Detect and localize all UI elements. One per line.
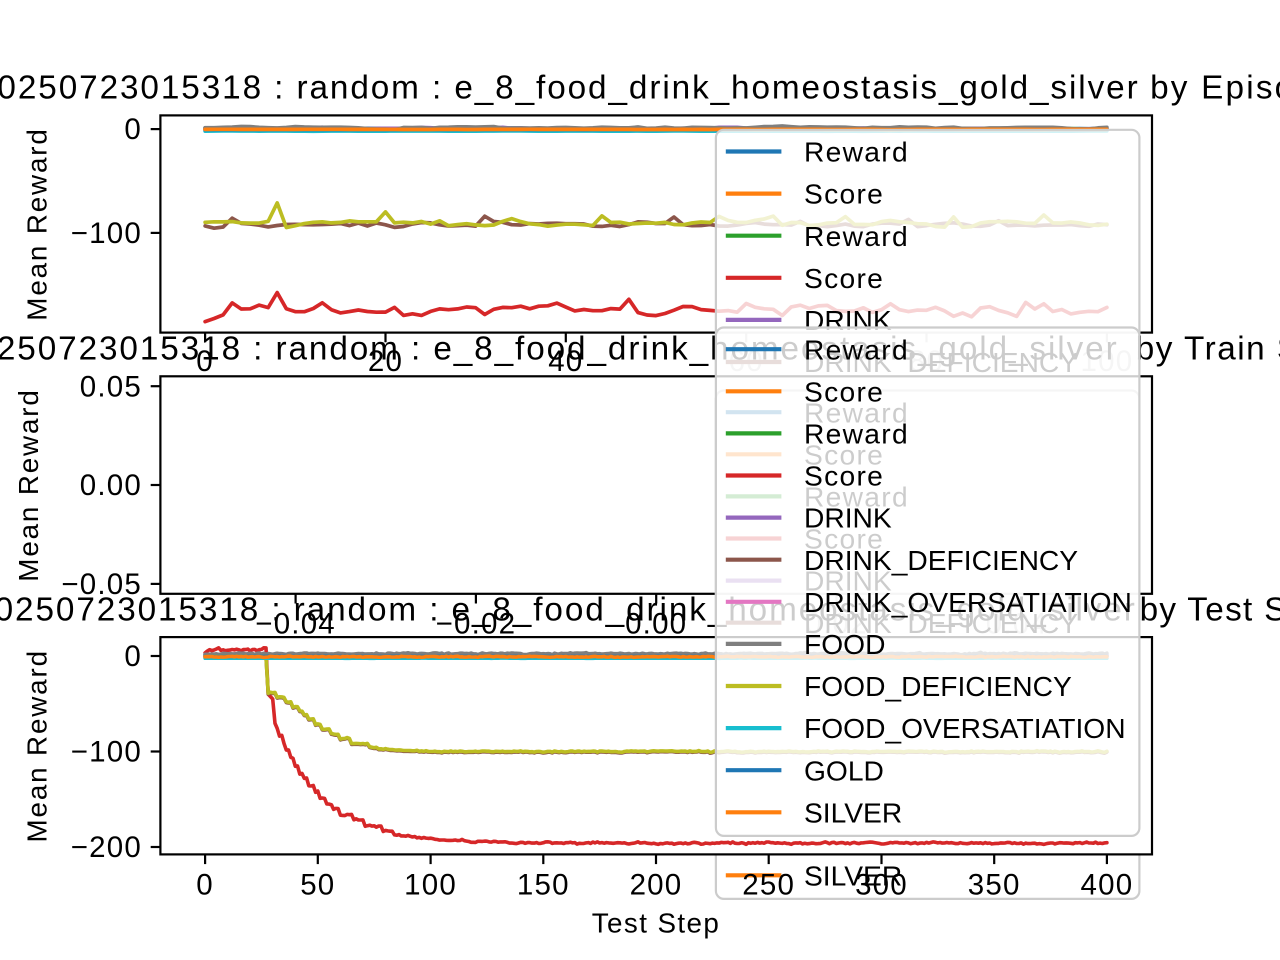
svg-text:Score: Score	[804, 178, 884, 210]
svg-text:Reward: Reward	[804, 220, 909, 252]
svg-text:Reward: Reward	[804, 418, 909, 450]
svg-text:SILVER: SILVER	[804, 796, 902, 828]
svg-text:−100: −100	[71, 217, 142, 250]
svg-text:−0.04: −0.04	[255, 608, 336, 641]
svg-text:by Train Step: by Train Step	[1136, 331, 1280, 368]
svg-text:by Episode: by Episode	[1150, 70, 1280, 107]
svg-text:DRINK: DRINK	[804, 502, 892, 534]
svg-text:FOOD_DEFICIENCY: FOOD_DEFICIENCY	[804, 670, 1072, 702]
svg-text:Reward: Reward	[804, 333, 909, 365]
svg-text:0: 0	[124, 640, 142, 673]
svg-text:Reward: Reward	[804, 136, 909, 168]
svg-text:Mean Reward: Mean Reward	[22, 649, 53, 842]
svg-text:Score: Score	[804, 460, 884, 492]
svg-text:by Test Step: by Test Step	[1140, 591, 1280, 628]
svg-text:Score: Score	[804, 375, 884, 407]
svg-text:SILVER: SILVER	[804, 859, 902, 891]
svg-text:400: 400	[1080, 868, 1133, 901]
svg-text:40: 40	[548, 345, 583, 378]
svg-text:−0.02: −0.02	[436, 608, 517, 641]
svg-text:350: 350	[968, 868, 1021, 901]
svg-text:0.00: 0.00	[80, 469, 142, 502]
svg-text:0.00: 0.00	[625, 608, 687, 641]
svg-text:Score: Score	[804, 262, 884, 294]
svg-text:−0.05: −0.05	[61, 568, 142, 601]
svg-text:200: 200	[630, 868, 683, 901]
svg-text:300: 300	[855, 868, 908, 901]
svg-text:−100: −100	[71, 736, 142, 769]
svg-text:50: 50	[300, 868, 335, 901]
svg-text:150: 150	[517, 868, 570, 901]
svg-text:0.05: 0.05	[80, 370, 142, 403]
svg-text:−200: −200	[71, 831, 142, 864]
svg-text:250: 250	[742, 868, 795, 901]
svg-text:Mean Reward: Mean Reward	[22, 127, 53, 320]
svg-text:FOOD_OVERSATIATION: FOOD_OVERSATIATION	[804, 712, 1126, 744]
svg-text:0: 0	[196, 345, 214, 378]
svg-text:Mean Reward: Mean Reward	[13, 388, 44, 581]
svg-text:Test Step: Test Step	[592, 907, 720, 938]
svg-text:20250723015318 : random : e_8_: 20250723015318 : random : e_8_food_drink…	[0, 70, 1140, 107]
svg-text:0: 0	[196, 868, 214, 901]
svg-text:GOLD: GOLD	[804, 754, 884, 786]
svg-text:20: 20	[368, 345, 403, 378]
svg-text:FOOD: FOOD	[804, 628, 885, 660]
svg-text:100: 100	[404, 868, 457, 901]
svg-text:0: 0	[124, 113, 142, 146]
svg-text:DRINK_OVERSATIATION: DRINK_OVERSATIATION	[804, 586, 1132, 618]
svg-text:DRINK_DEFICIENCY: DRINK_DEFICIENCY	[804, 544, 1078, 576]
